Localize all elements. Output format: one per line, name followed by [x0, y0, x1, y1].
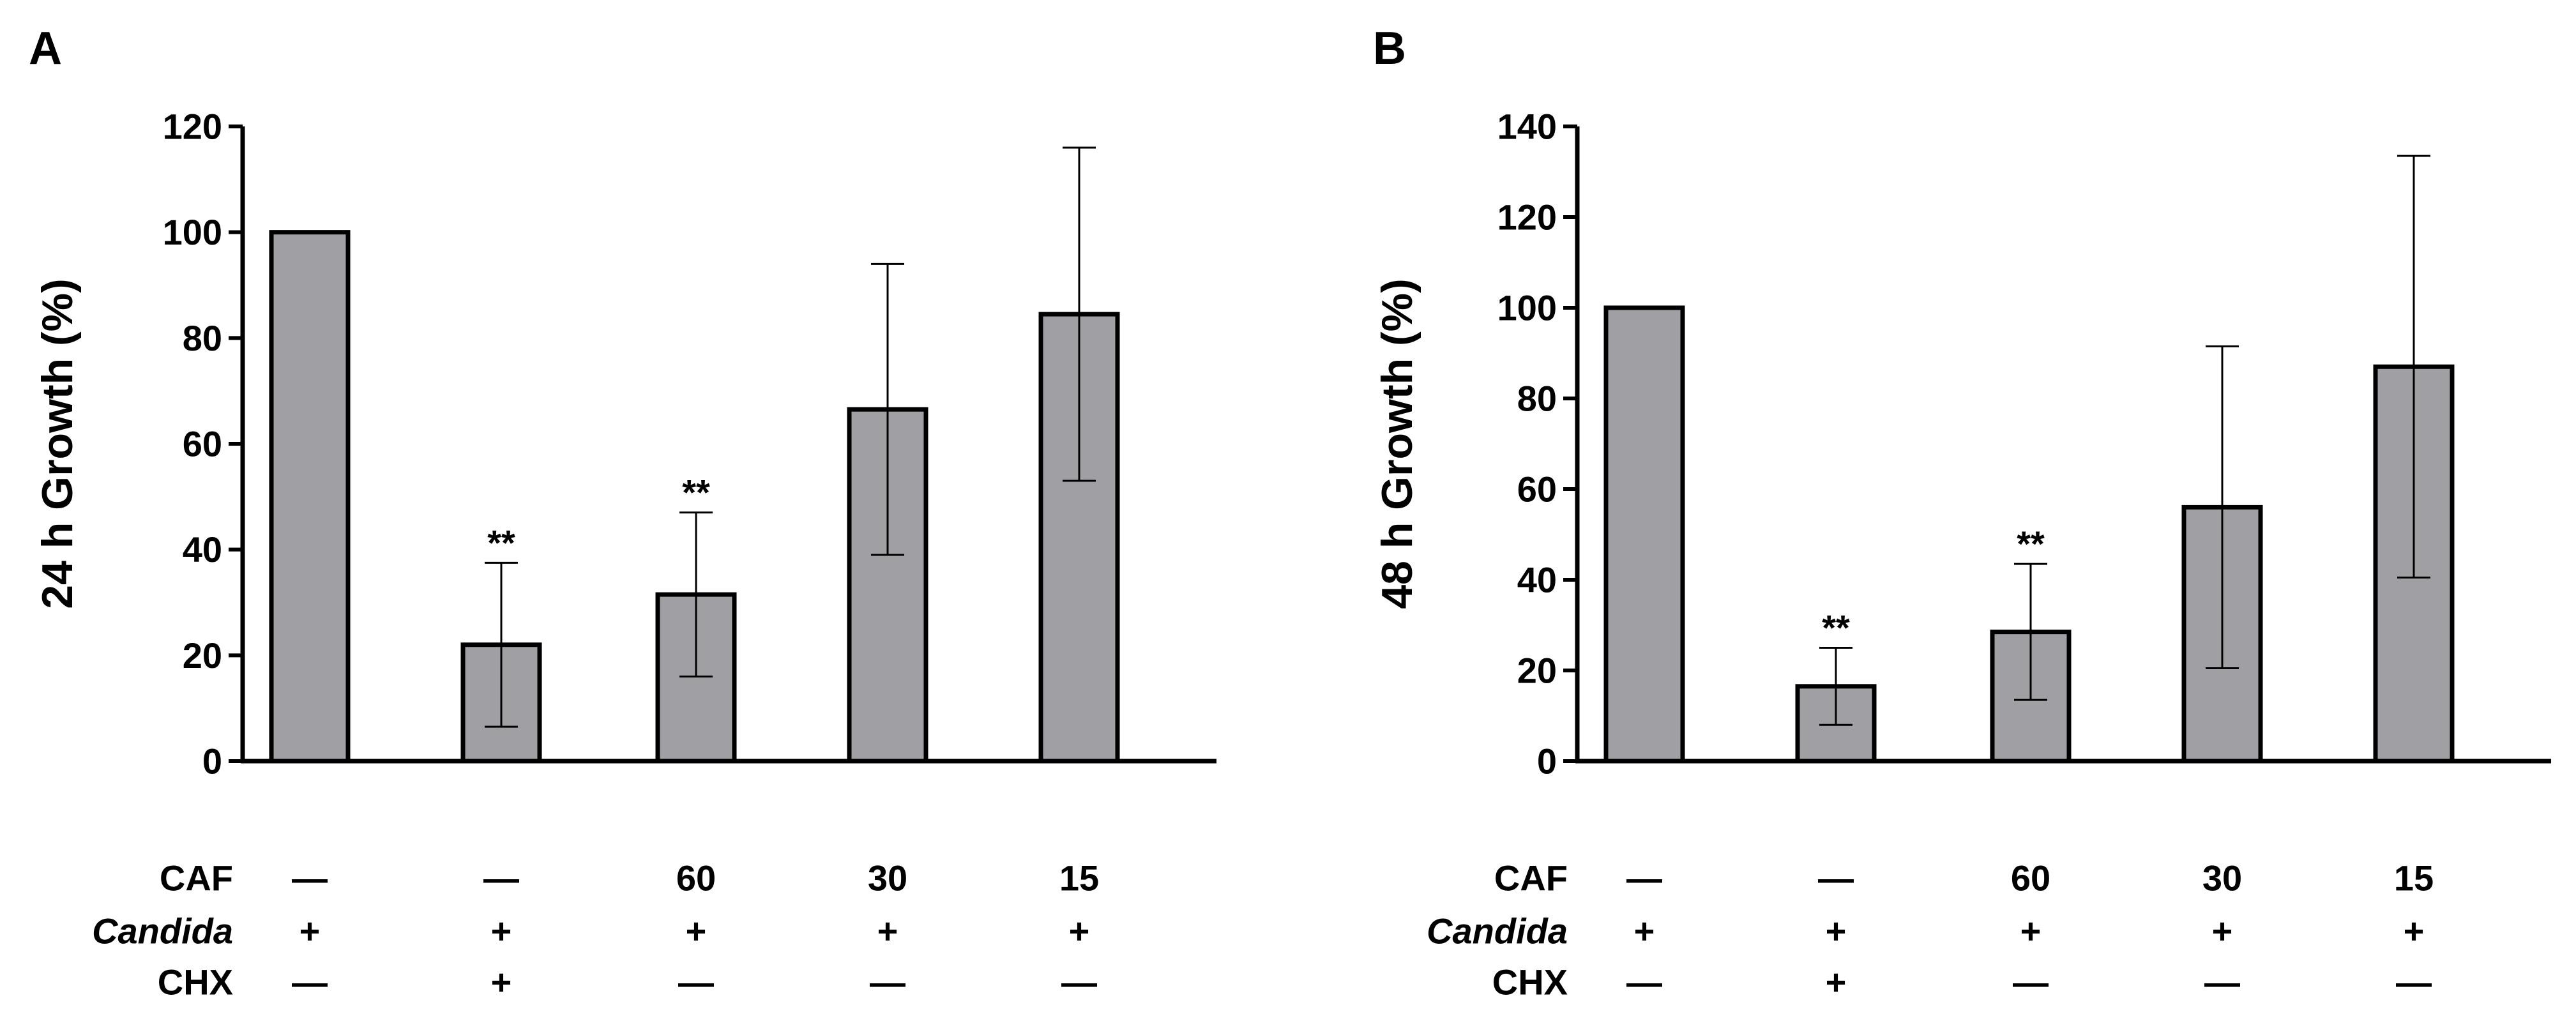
table-cell: + [1069, 911, 1090, 951]
table-row-label: Candida [92, 911, 233, 951]
panel-letter: A [29, 23, 62, 74]
table-cell: 15 [2394, 858, 2434, 898]
table-cell: — [292, 858, 328, 898]
bar [269, 230, 351, 764]
table-cell: — [2396, 962, 2432, 1002]
table-cell: — [2204, 962, 2240, 1002]
significance-marker: ** [682, 473, 710, 513]
table-row-label: CHX [1492, 962, 1568, 1002]
table-cell: + [1634, 911, 1655, 951]
y-tick-label: 80 [1517, 379, 1557, 419]
table-cell: 15 [1059, 858, 1099, 898]
table-cell: + [2020, 911, 2042, 951]
table-cell: — [2013, 962, 2049, 1002]
y-tick-label: 20 [1517, 651, 1557, 691]
significance-marker: ** [1822, 608, 1850, 648]
table-cell: 30 [2202, 858, 2242, 898]
y-axis-label: 24 h Growth (%) [33, 278, 82, 609]
table-cell: + [299, 911, 321, 951]
y-tick-label: 40 [1517, 560, 1557, 600]
table-cell: — [870, 962, 905, 1002]
table-cell: + [686, 911, 707, 951]
y-tick-label: 140 [1497, 107, 1557, 147]
table-cell: + [2404, 911, 2425, 951]
table-cell: — [1061, 962, 1097, 1002]
table-cell: + [1826, 962, 1847, 1002]
y-tick-label: 80 [183, 318, 222, 358]
y-tick-label: 100 [1497, 288, 1557, 328]
table-cell: + [491, 911, 512, 951]
panel-b: B 48 h Growth (%) ** ** 0 20 40 60 80 100 120 140 CA… [1373, 23, 2551, 1002]
table-row-label: CHX [158, 962, 233, 1002]
y-axis-label: 48 h Growth (%) [1373, 278, 1421, 609]
table-cell: 60 [2011, 858, 2050, 898]
table-cell: — [1818, 858, 1854, 898]
y-tick-label: 100 [163, 212, 222, 252]
table-cell: — [1626, 858, 1662, 898]
y-tick-label: 20 [183, 635, 222, 676]
y-tick-label: 60 [183, 424, 222, 464]
y-tick-label: 0 [202, 741, 222, 782]
table-cell: — [483, 858, 519, 898]
table-cell: 30 [868, 858, 907, 898]
table-cell: — [292, 962, 328, 1002]
y-tick-label: 120 [1497, 197, 1557, 238]
table-cell: + [1826, 911, 1847, 951]
table-cell: + [877, 911, 898, 951]
panel-letter: B [1373, 23, 1406, 74]
y-tick-label: 60 [1517, 469, 1557, 510]
table-cell: + [491, 962, 512, 1002]
y-tick-label: 0 [1537, 741, 1557, 782]
significance-marker: ** [2017, 524, 2045, 564]
panel-a: A 24 h Growth (%) ** ** 0 20 40 60 80 100 120 CAF — —… [29, 23, 1216, 1002]
y-tick-label: 120 [163, 107, 222, 147]
y-tick-label: 40 [183, 529, 222, 570]
table-row-label: CAF [160, 858, 233, 898]
bar [1603, 305, 1685, 764]
table-row-label: Candida [1427, 911, 1568, 951]
table-cell: — [1626, 962, 1662, 1002]
table-row-label: CAF [1494, 858, 1568, 898]
table-cell: — [678, 962, 714, 1002]
significance-marker: ** [487, 522, 515, 563]
table-cell: 60 [676, 858, 716, 898]
table-cell: + [2212, 911, 2233, 951]
